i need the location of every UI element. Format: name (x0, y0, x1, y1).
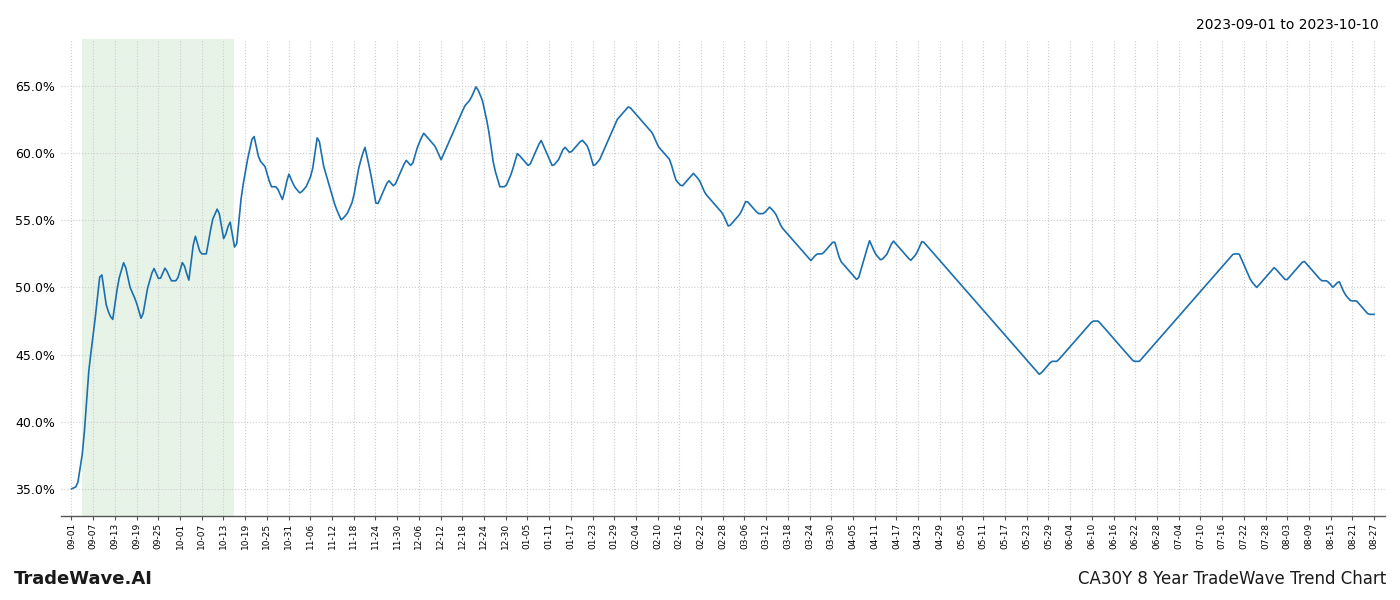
Text: CA30Y 8 Year TradeWave Trend Chart: CA30Y 8 Year TradeWave Trend Chart (1078, 570, 1386, 588)
Text: 2023-09-01 to 2023-10-10: 2023-09-01 to 2023-10-10 (1196, 18, 1379, 32)
Bar (83, 39, 234, 516)
Text: TradeWave.AI: TradeWave.AI (14, 570, 153, 588)
